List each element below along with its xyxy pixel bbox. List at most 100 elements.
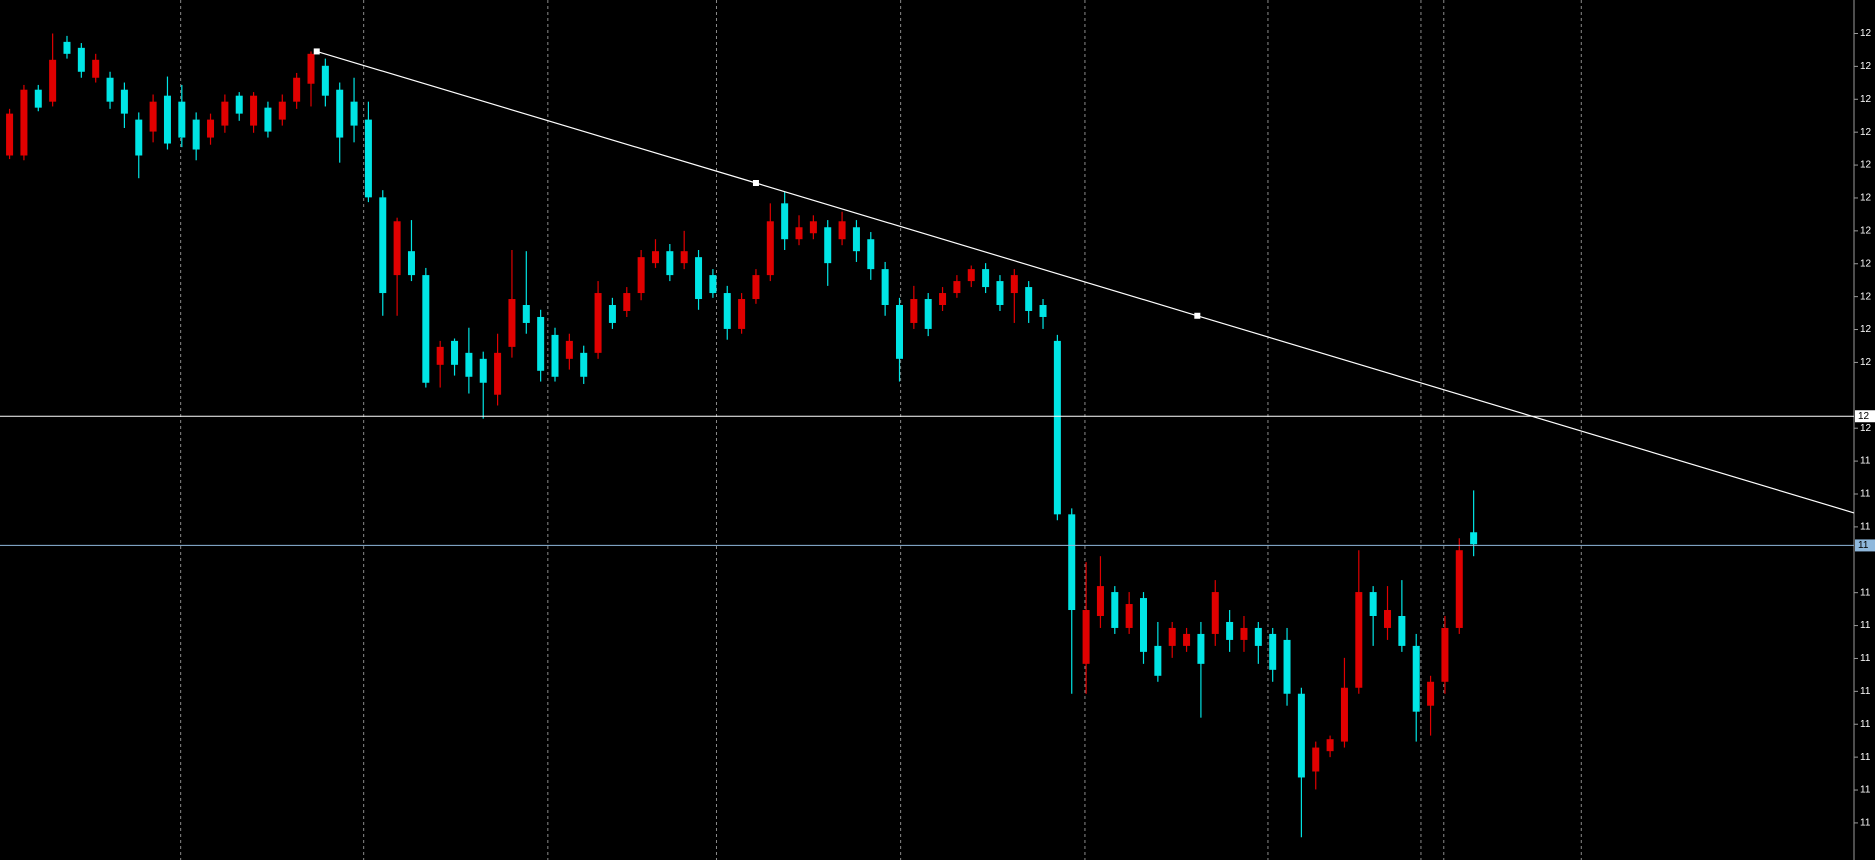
candle-body [1068, 514, 1076, 611]
y-tick-label: 12 [1860, 61, 1872, 72]
trendline-handle [1194, 312, 1201, 319]
candle-body [407, 251, 415, 276]
candle-body [92, 59, 100, 78]
candle-body [766, 221, 774, 276]
candle-body [379, 197, 387, 294]
candle-body [1096, 586, 1104, 616]
candle-body [207, 119, 215, 138]
y-tick-label: 12 [1860, 357, 1872, 368]
candle-body [1140, 598, 1148, 652]
trendline-extension [1197, 315, 1855, 514]
candle-body [838, 221, 846, 240]
y-tick-label: 12 [1860, 258, 1872, 269]
candle-body [436, 346, 444, 365]
candle-body [1384, 610, 1392, 628]
candle-body [49, 59, 57, 102]
y-tick-label: 11 [1860, 818, 1871, 829]
y-tick-label: 11 [1860, 456, 1871, 467]
candle-body [393, 221, 401, 276]
candle-body [953, 281, 961, 294]
candle-body [651, 251, 659, 264]
candle-body [321, 65, 329, 96]
y-tick-label: 12 [1860, 28, 1872, 39]
candle-body [307, 53, 315, 84]
level-label: 11 [1858, 540, 1869, 551]
candle-body [350, 101, 358, 126]
candle-body [738, 299, 746, 329]
candle-body [982, 269, 990, 288]
y-tick-label: 11 [1860, 752, 1871, 763]
candle-body [637, 257, 645, 294]
candle-body [1211, 592, 1219, 634]
y-tick-label: 11 [1860, 686, 1871, 697]
candle-body [824, 227, 832, 264]
y-tick-label: 11 [1860, 489, 1871, 500]
candle-body [1470, 532, 1478, 545]
candle-body [996, 281, 1004, 306]
candle-body [178, 101, 186, 138]
y-tick-label: 12 [1860, 160, 1872, 171]
candle-body [623, 293, 631, 311]
candle-body [1312, 747, 1320, 772]
candle-body [1427, 681, 1435, 706]
candle-body [1441, 627, 1449, 682]
candle-body [494, 352, 502, 395]
candle-body [680, 251, 688, 264]
candle-body [1111, 592, 1119, 628]
candle-body [910, 299, 918, 323]
candle-body [163, 95, 171, 144]
candle-body [135, 119, 143, 156]
candle-body [1254, 627, 1262, 646]
candle-body [221, 101, 229, 126]
candle-body [1340, 687, 1348, 742]
candle-body [120, 89, 128, 114]
candle-body [781, 203, 789, 240]
candle-body [422, 275, 430, 383]
candle-body [752, 275, 760, 300]
y-tick-label: 11 [1860, 785, 1871, 796]
candle-body [235, 95, 243, 114]
candle-body [451, 340, 459, 365]
candle-body [1154, 645, 1162, 676]
candle-body [867, 239, 875, 270]
candle-body [1039, 305, 1047, 317]
y-tick-label: 11 [1860, 587, 1871, 598]
y-tick-label: 12 [1860, 423, 1872, 434]
candle-body [1082, 610, 1090, 664]
candle-body [479, 358, 487, 383]
level-label: 12 [1858, 411, 1870, 422]
y-tick-label: 12 [1860, 193, 1872, 204]
candle-body [852, 227, 860, 252]
y-tick-label: 11 [1860, 620, 1871, 631]
candle-body [809, 221, 817, 234]
candle-body [881, 269, 889, 306]
candle-body [1197, 633, 1205, 664]
candle-body [77, 47, 85, 72]
candle-body [924, 299, 932, 329]
candle-body [1168, 627, 1176, 646]
candle-body [1226, 621, 1234, 640]
candle-body [1183, 633, 1191, 646]
trendline-handle [752, 180, 759, 187]
candle-body [1369, 592, 1377, 616]
y-tick-label: 12 [1860, 225, 1872, 236]
candle-body [293, 77, 301, 102]
candle-body [364, 119, 372, 198]
candle-body [1053, 340, 1061, 515]
candle-body [565, 340, 573, 359]
candle-body [666, 251, 674, 276]
y-tick-label: 12 [1860, 94, 1872, 105]
trendline-handle [313, 48, 320, 55]
candle-body [508, 299, 516, 347]
candle-body [63, 41, 71, 54]
candle-body [264, 107, 272, 132]
y-tick-label: 12 [1860, 127, 1872, 138]
candle-body [967, 269, 975, 282]
candle-body [336, 89, 344, 138]
candle-body [580, 352, 588, 377]
candle-body [1283, 639, 1291, 694]
candle-body [1297, 693, 1305, 778]
candle-body [551, 334, 559, 377]
